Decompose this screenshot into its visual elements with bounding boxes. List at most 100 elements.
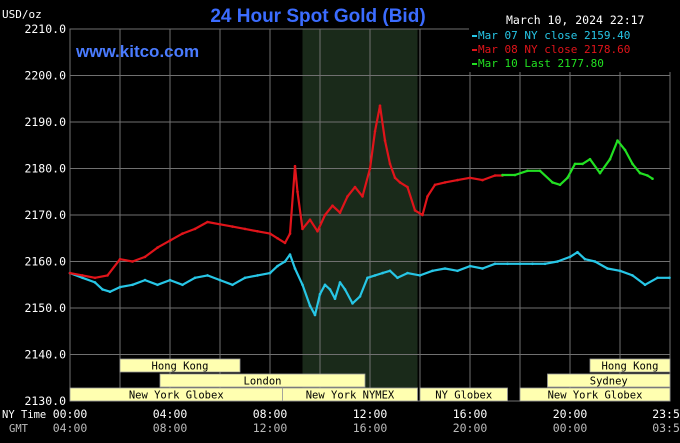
watermark: www.kitco.com	[75, 42, 199, 61]
series-point-0	[301, 283, 304, 287]
ny-tick-label: 16:00	[453, 407, 488, 421]
series-point-0	[108, 290, 112, 294]
series-point-1	[168, 239, 172, 242]
session-bar	[159, 373, 366, 388]
series-point-0	[218, 278, 222, 282]
series-point-1	[426, 195, 429, 198]
series-point-2	[573, 162, 577, 166]
series-point-0	[338, 281, 342, 284]
series-point-1	[156, 246, 159, 249]
series-point-2	[608, 157, 612, 161]
legend-entry-mar08: Mar 08 NY close 2178.60	[478, 43, 630, 56]
series-point-1	[301, 227, 304, 231]
ny-tick-label: 23:59	[652, 407, 680, 421]
legend-entry-mar10: Mar 10 Last 2177.80	[478, 57, 604, 70]
y-axis-ticks: 2130.0 2140.0 2150.0 2160.0 2170.0 2180.0 2190…	[24, 22, 66, 408]
series-point-0	[81, 276, 84, 280]
series-point-1	[106, 274, 109, 277]
series-point-1	[283, 241, 287, 245]
series-point-1	[353, 185, 357, 189]
series-point-1	[378, 104, 382, 107]
series-point-1	[193, 227, 197, 231]
series-point-0	[101, 288, 104, 291]
series-point-2	[588, 157, 592, 161]
series-point-2	[623, 148, 627, 152]
series-point-1	[421, 213, 424, 217]
series-point-1	[243, 227, 247, 231]
y-tick-label: 2160.0	[24, 255, 66, 269]
series-point-0	[131, 283, 134, 287]
series-point-0	[243, 276, 247, 280]
series-point-0	[366, 276, 369, 280]
series-point-0	[431, 269, 434, 273]
session-bar	[519, 387, 671, 402]
series-point-1	[443, 181, 447, 184]
series-point-1	[293, 164, 297, 168]
series-point-0	[481, 267, 484, 270]
series-point-1	[316, 230, 319, 233]
series-point-0	[351, 302, 354, 305]
series-point-2	[581, 162, 584, 166]
series-point-0	[381, 271, 384, 275]
session-bar	[547, 373, 671, 388]
series-point-1	[398, 181, 402, 184]
series-point-0	[568, 255, 572, 259]
timestamp: March 10, 2024 22:17	[506, 13, 645, 27]
series-point-0	[418, 274, 422, 277]
series-point-1	[468, 176, 472, 180]
session-label: London	[244, 376, 282, 388]
series-point-0	[181, 283, 184, 287]
legend-entry-mar07: Mar 07 NY close 2159.40	[478, 29, 630, 42]
session-bar	[282, 387, 418, 402]
series-point-0	[293, 267, 297, 270]
series-point-1	[346, 195, 349, 198]
series-point-0	[388, 269, 392, 273]
series-point-0	[288, 253, 292, 256]
session-bar	[589, 358, 671, 373]
gmt-tick-label: 20:00	[453, 421, 488, 435]
series-point-0	[318, 292, 322, 296]
series-point-2	[551, 181, 554, 184]
series-point-1	[131, 260, 134, 263]
series-point-0	[328, 288, 332, 291]
session-label: NY Globex	[435, 390, 492, 402]
series-point-0	[556, 260, 559, 263]
series-point-0	[606, 267, 609, 270]
series-point-0	[631, 274, 634, 277]
legend-box	[469, 27, 676, 72]
series-point-0	[543, 262, 547, 266]
ny-tick-label: 04:00	[153, 407, 188, 421]
series-layer	[68, 104, 671, 317]
gmt-tick-label: 00:00	[553, 421, 588, 435]
series-point-0	[343, 288, 347, 291]
ny-tick-label: 20:00	[553, 407, 588, 421]
series-point-0	[193, 276, 197, 280]
series-point-2	[616, 139, 619, 142]
series-point-1	[231, 225, 234, 228]
series-point-1	[206, 220, 209, 224]
series-point-0	[518, 262, 522, 266]
ny-tick-label: 00:00	[53, 407, 88, 421]
legend: Mar 07 NY close 2159.40 Mar 08 NY close …	[469, 27, 676, 72]
series-point-2	[526, 169, 529, 173]
y-tick-label: 2170.0	[24, 208, 66, 222]
session-label: New York NYMEX	[306, 390, 395, 402]
series-point-0	[468, 264, 472, 268]
y-tick-label: 2150.0	[24, 301, 66, 315]
series-point-0	[493, 262, 497, 266]
gmt-tick-label: 04:00	[53, 421, 88, 435]
series-point-2	[631, 162, 634, 166]
session-label: New York Globex	[548, 390, 643, 402]
series-point-2	[538, 169, 542, 173]
gmt-label: GMT	[9, 423, 29, 435]
series-point-0	[313, 313, 317, 317]
series-point-1	[288, 232, 292, 235]
y-tick-label: 2200.0	[24, 69, 66, 83]
series-point-1	[118, 257, 122, 261]
series-point-0	[656, 276, 659, 280]
series-point-0	[93, 281, 97, 284]
series-point-0	[443, 267, 447, 270]
series-point-1	[373, 130, 377, 133]
series-point-2	[598, 171, 602, 175]
series-point-1	[181, 232, 184, 235]
